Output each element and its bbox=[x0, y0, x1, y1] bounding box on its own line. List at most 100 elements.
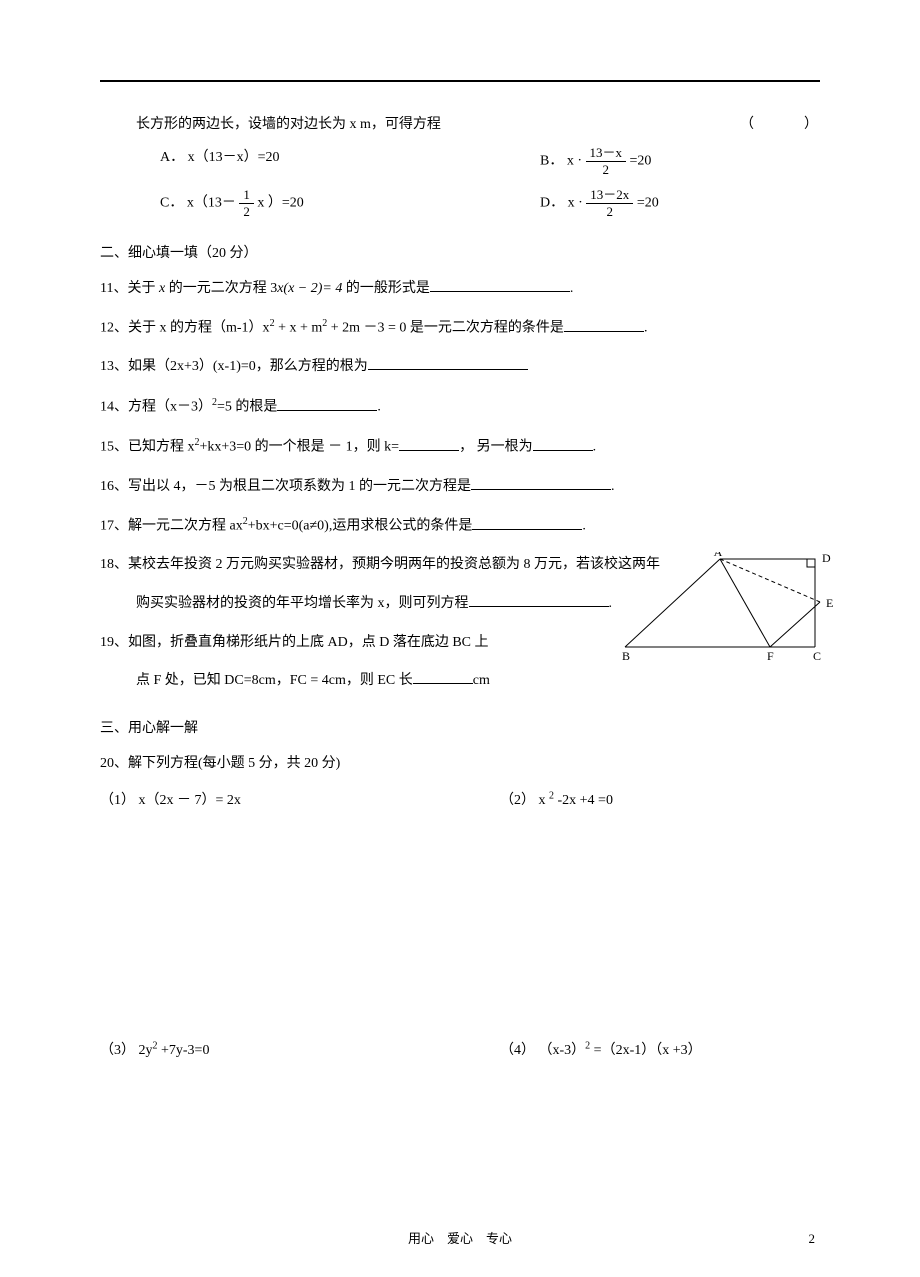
trapezoid-figure: A D E B F C bbox=[610, 552, 840, 672]
q16: 16、写出以 4，－5 为根且二次项系数为 1 的一元二次方程是. bbox=[100, 474, 820, 501]
label-b: B bbox=[622, 649, 630, 663]
label-f: F bbox=[767, 649, 774, 663]
q12-mid2: + 2m －3 = 0 是一元二次方程的条件是 bbox=[327, 321, 564, 336]
q11-prefix: 11、关于 bbox=[100, 281, 159, 296]
q17-period: . bbox=[582, 519, 586, 534]
q11-period: . bbox=[570, 281, 574, 296]
q15-mid1: +kx+3=0 的一个根是 － 1，则 k= bbox=[200, 440, 400, 455]
opt-c-fraction: 1 2 bbox=[239, 187, 254, 219]
q19-line2b: cm bbox=[473, 673, 490, 688]
q20-p2-b: -2x +4 =0 bbox=[554, 793, 613, 808]
opt-d-fraction: 13－2x 2 bbox=[586, 187, 633, 219]
opt-b-num: 13－x bbox=[586, 145, 627, 162]
q10-opt-d: D． x · 13－2x 2 =20 bbox=[540, 187, 820, 219]
q20-p3: （3） 2y2 +7y-3=0 bbox=[100, 1039, 500, 1059]
opt-b-fraction: 13－x 2 bbox=[586, 145, 627, 177]
header-rule bbox=[100, 80, 820, 82]
q10-continuation: 长方形的两边长，设墙的对边长为 x m，可得方程 （ ） bbox=[100, 112, 820, 137]
label-a: A bbox=[714, 552, 723, 559]
q16-text: 16、写出以 4，－5 为根且二次项系数为 1 的一元二次方程是 bbox=[100, 479, 471, 494]
q17-blank bbox=[472, 516, 582, 530]
work-space-1 bbox=[100, 809, 820, 1029]
q18-line2-text: 购买实验器材的投资的年平均增长率为 x，则可列方程 bbox=[136, 596, 469, 611]
q13-blank bbox=[368, 356, 528, 370]
q17-prefix: 17、解一元二次方程 ax bbox=[100, 519, 243, 534]
q20-p1-label: （1） bbox=[100, 793, 135, 808]
q16-period: . bbox=[611, 479, 615, 494]
q14-prefix: 14、方程（x－3） bbox=[100, 400, 212, 415]
opt-d-num: 13－2x bbox=[586, 187, 633, 204]
q17-mid: +bx+c=0(a≠0),运用求根公式的条件是 bbox=[248, 519, 473, 534]
q10-options-row2: C． x（13－ 1 2 x ）=20 D． x · 13－2x 2 =20 bbox=[100, 187, 820, 219]
q14-period: . bbox=[377, 400, 381, 415]
q13-text: 13、如果（2x+3）(x-1)=0，那么方程的根为 bbox=[100, 359, 368, 374]
opt-b-prefix: x · bbox=[567, 154, 586, 169]
q20-p4-a: （x-3） bbox=[539, 1043, 586, 1058]
page-number: 2 bbox=[809, 1231, 816, 1247]
opt-c-label: C． bbox=[160, 196, 183, 211]
q20-row1: （1） x（2x － 7）= 2x （2） x 2 -2x +4 =0 bbox=[100, 789, 820, 809]
q14: 14、方程（x－3）2=5 的根是. bbox=[100, 393, 820, 421]
opt-c-den: 2 bbox=[239, 204, 254, 220]
q19-line2a: 点 F 处，已知 DC=8cm，FC = 4cm，则 EC 长 bbox=[136, 673, 413, 688]
q10-options-row1: A． x（13－x）=20 B． x · 13－x 2 =20 bbox=[100, 145, 820, 177]
q16-blank bbox=[471, 476, 611, 490]
opt-c-num: 1 bbox=[239, 187, 254, 204]
q11: 11、关于 x 的一元二次方程 3x(x − 2)= 4 的一般形式是. bbox=[100, 276, 820, 303]
q13: 13、如果（2x+3）(x-1)=0，那么方程的根为 bbox=[100, 354, 820, 381]
opt-c-mid: x ）=20 bbox=[257, 196, 303, 211]
opt-d-den: 2 bbox=[586, 204, 633, 220]
q20-row2: （3） 2y2 +7y-3=0 （4） （x-3）2 =（2x-1）（x +3） bbox=[100, 1039, 820, 1059]
q15-period: . bbox=[593, 440, 597, 455]
q20-p3-label: （3） bbox=[100, 1043, 135, 1058]
q12-prefix: 12、关于 x 的方程（m-1）x bbox=[100, 321, 270, 336]
q12-mid1: + x + m bbox=[275, 321, 323, 336]
q20-p3-b: +7y-3=0 bbox=[158, 1043, 210, 1058]
q20-heading: 20、解下列方程(每小题 5 分，共 20 分) bbox=[100, 751, 820, 778]
opt-a-expr: x（13－x）=20 bbox=[188, 150, 280, 165]
section3-heading: 三、用心解一解 bbox=[100, 717, 820, 737]
opt-c-prefix: x（13－ bbox=[187, 196, 240, 211]
q19-blank bbox=[413, 670, 473, 684]
q20-p4: （4） （x-3）2 =（2x-1）（x +3） bbox=[500, 1039, 820, 1059]
q10-paren-blank: （ ） bbox=[740, 112, 820, 137]
q15-blank2 bbox=[533, 437, 593, 451]
q11-blank bbox=[430, 278, 570, 292]
q14-mid: =5 的根是 bbox=[217, 400, 277, 415]
q12-period: . bbox=[644, 321, 648, 336]
label-d: D bbox=[822, 552, 831, 565]
opt-d-prefix: x · bbox=[568, 196, 587, 211]
q15-blank1 bbox=[399, 437, 459, 451]
q20-p1: （1） x（2x － 7）= 2x bbox=[100, 789, 500, 809]
opt-a-label: A． bbox=[160, 150, 184, 165]
q10-opt-b: B． x · 13－x 2 =20 bbox=[540, 145, 820, 177]
q12-blank bbox=[564, 318, 644, 332]
q10-text: 长方形的两边长，设墙的对边长为 x m，可得方程 bbox=[136, 112, 441, 137]
q20-p1-expr: x（2x － 7）= 2x bbox=[139, 793, 241, 808]
q11-mid: 的一元二次方程 3 bbox=[165, 281, 277, 296]
section2-heading: 二、细心填一填（20 分） bbox=[100, 242, 820, 262]
q20-p2-a: x bbox=[539, 793, 550, 808]
q10-opt-a: A． x（13－x）=20 bbox=[160, 145, 540, 177]
q15: 15、已知方程 x2+kx+3=0 的一个根是 － 1，则 k=， 另一根为. bbox=[100, 433, 820, 461]
q15-prefix: 15、已知方程 x bbox=[100, 440, 195, 455]
q14-blank bbox=[277, 397, 377, 411]
q18-blank bbox=[469, 593, 609, 607]
q20-p4-label: （4） bbox=[500, 1043, 535, 1058]
q20-p4-b: =（2x-1）（x +3） bbox=[590, 1043, 701, 1058]
opt-b-suffix: =20 bbox=[630, 154, 652, 169]
opt-b-den: 2 bbox=[586, 162, 627, 178]
q15-mid2: ， 另一根为 bbox=[459, 440, 533, 455]
opt-b-label: B． bbox=[540, 154, 563, 169]
page-footer: 用心 爱心 专心 bbox=[0, 1228, 920, 1247]
opt-d-suffix: =20 bbox=[637, 196, 659, 211]
q20-p2-label: （2） bbox=[500, 793, 535, 808]
opt-d-label: D． bbox=[540, 196, 564, 211]
q11-expr: x(x − 2)= 4 bbox=[277, 281, 342, 296]
label-e: E bbox=[826, 596, 833, 610]
q12: 12、关于 x 的方程（m-1）x2 + x + m2 + 2m －3 = 0 … bbox=[100, 314, 820, 342]
q20-p2: （2） x 2 -2x +4 =0 bbox=[500, 789, 820, 809]
q19-line2: 点 F 处，已知 DC=8cm，FC = 4cm，则 EC 长 cm bbox=[100, 668, 820, 695]
label-c: C bbox=[813, 649, 821, 663]
q20-p3-a: 2y bbox=[139, 1043, 153, 1058]
